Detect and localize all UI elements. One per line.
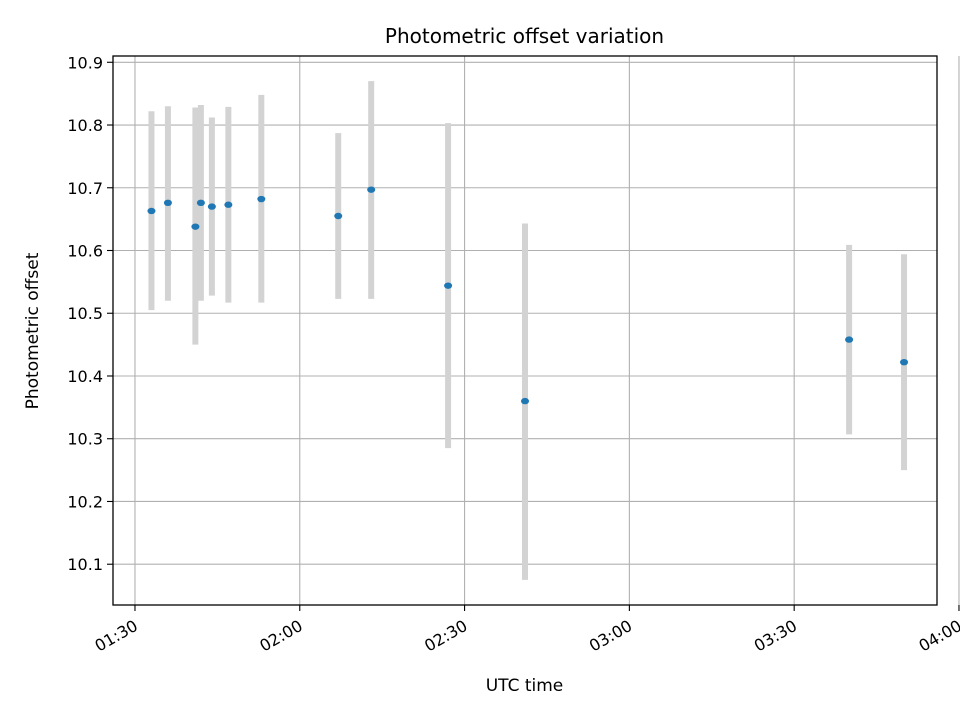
data-point [367, 186, 376, 193]
y-tick-label: 10.2 [67, 492, 103, 511]
data-point [224, 201, 233, 208]
error-bars [148, 81, 908, 580]
data-point [196, 199, 205, 207]
axes-frame [112, 55, 938, 606]
data-point [521, 397, 529, 405]
y-axis-ticks: 10.1 10.2 10.3 10.4 10.5 10.6 10.7 10.8 10.9 [67, 53, 113, 574]
y-tick-label: 10.7 [67, 179, 103, 198]
x-tick-label: 02:00 [256, 616, 305, 656]
x-tick-label: 04:00 [916, 616, 960, 656]
x-axis-ticks: 01:30 02:00 02:30 03:00 03:30 04:00 [92, 605, 960, 656]
data-point [900, 358, 909, 366]
x-axis-label: UTC time [486, 676, 564, 696]
data-point [163, 199, 172, 207]
y-tick-label: 10.4 [67, 367, 103, 386]
data-point [207, 203, 216, 210]
y-tick-label: 10.3 [67, 430, 103, 449]
data-point [147, 207, 156, 215]
data-point [334, 212, 343, 220]
y-axis-label: Photometric offset [23, 252, 43, 409]
data-point [845, 336, 854, 343]
y-tick-label: 10.6 [67, 242, 103, 261]
y-tick-label: 10.1 [67, 555, 103, 574]
y-tick-label: 10.5 [67, 304, 103, 323]
chart-title: Photometric offset variation [385, 24, 664, 48]
grid [113, 56, 960, 605]
data-points [147, 186, 909, 405]
data-point [257, 195, 266, 203]
x-tick-label: 02:30 [421, 616, 470, 656]
x-tick-label: 03:30 [751, 616, 800, 656]
x-tick-label: 03:00 [586, 616, 635, 656]
x-tick-label: 01:30 [92, 616, 141, 656]
y-tick-label: 10.9 [67, 53, 103, 72]
y-tick-label: 10.8 [67, 116, 103, 135]
data-point [191, 223, 200, 230]
data-point [444, 282, 453, 289]
